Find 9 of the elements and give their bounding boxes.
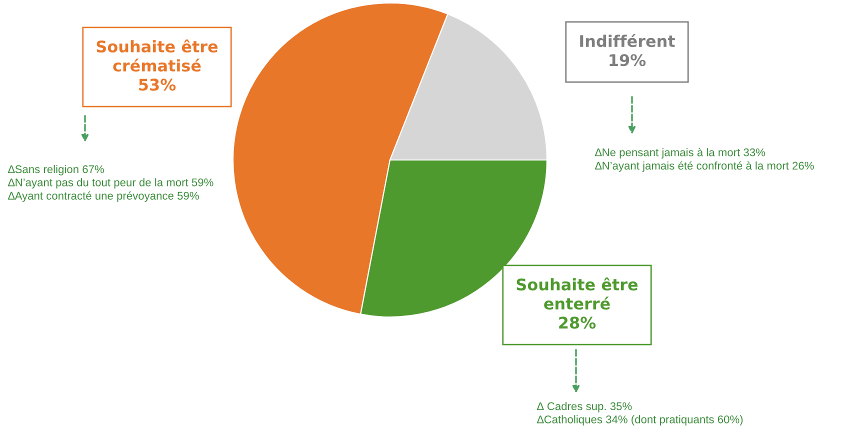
text: ∆Sans religion 67% ∆N’ayant pas du tout peur de la mort 59% ∆Ayant contracté une prévoyance 59% <box>8 165 214 202</box>
slice-label: Souhaite être crématisé <box>96 40 218 72</box>
slice-label: Indifférent <box>580 34 675 48</box>
text: ∆Ne pensant jamais à la mort 33% ∆N’ayant jamais été confronté à la mort 26% <box>595 148 814 172</box>
text: ∆ Cadres sup. 35% ∆Catholiques 34% (dont pratiquants 60%) <box>537 402 743 426</box>
data-label: 53% <box>139 78 176 91</box>
slice-label: Souhaite être enterré <box>516 278 638 310</box>
data-label: 19% <box>610 54 646 66</box>
data-label: 28% <box>559 316 596 329</box>
